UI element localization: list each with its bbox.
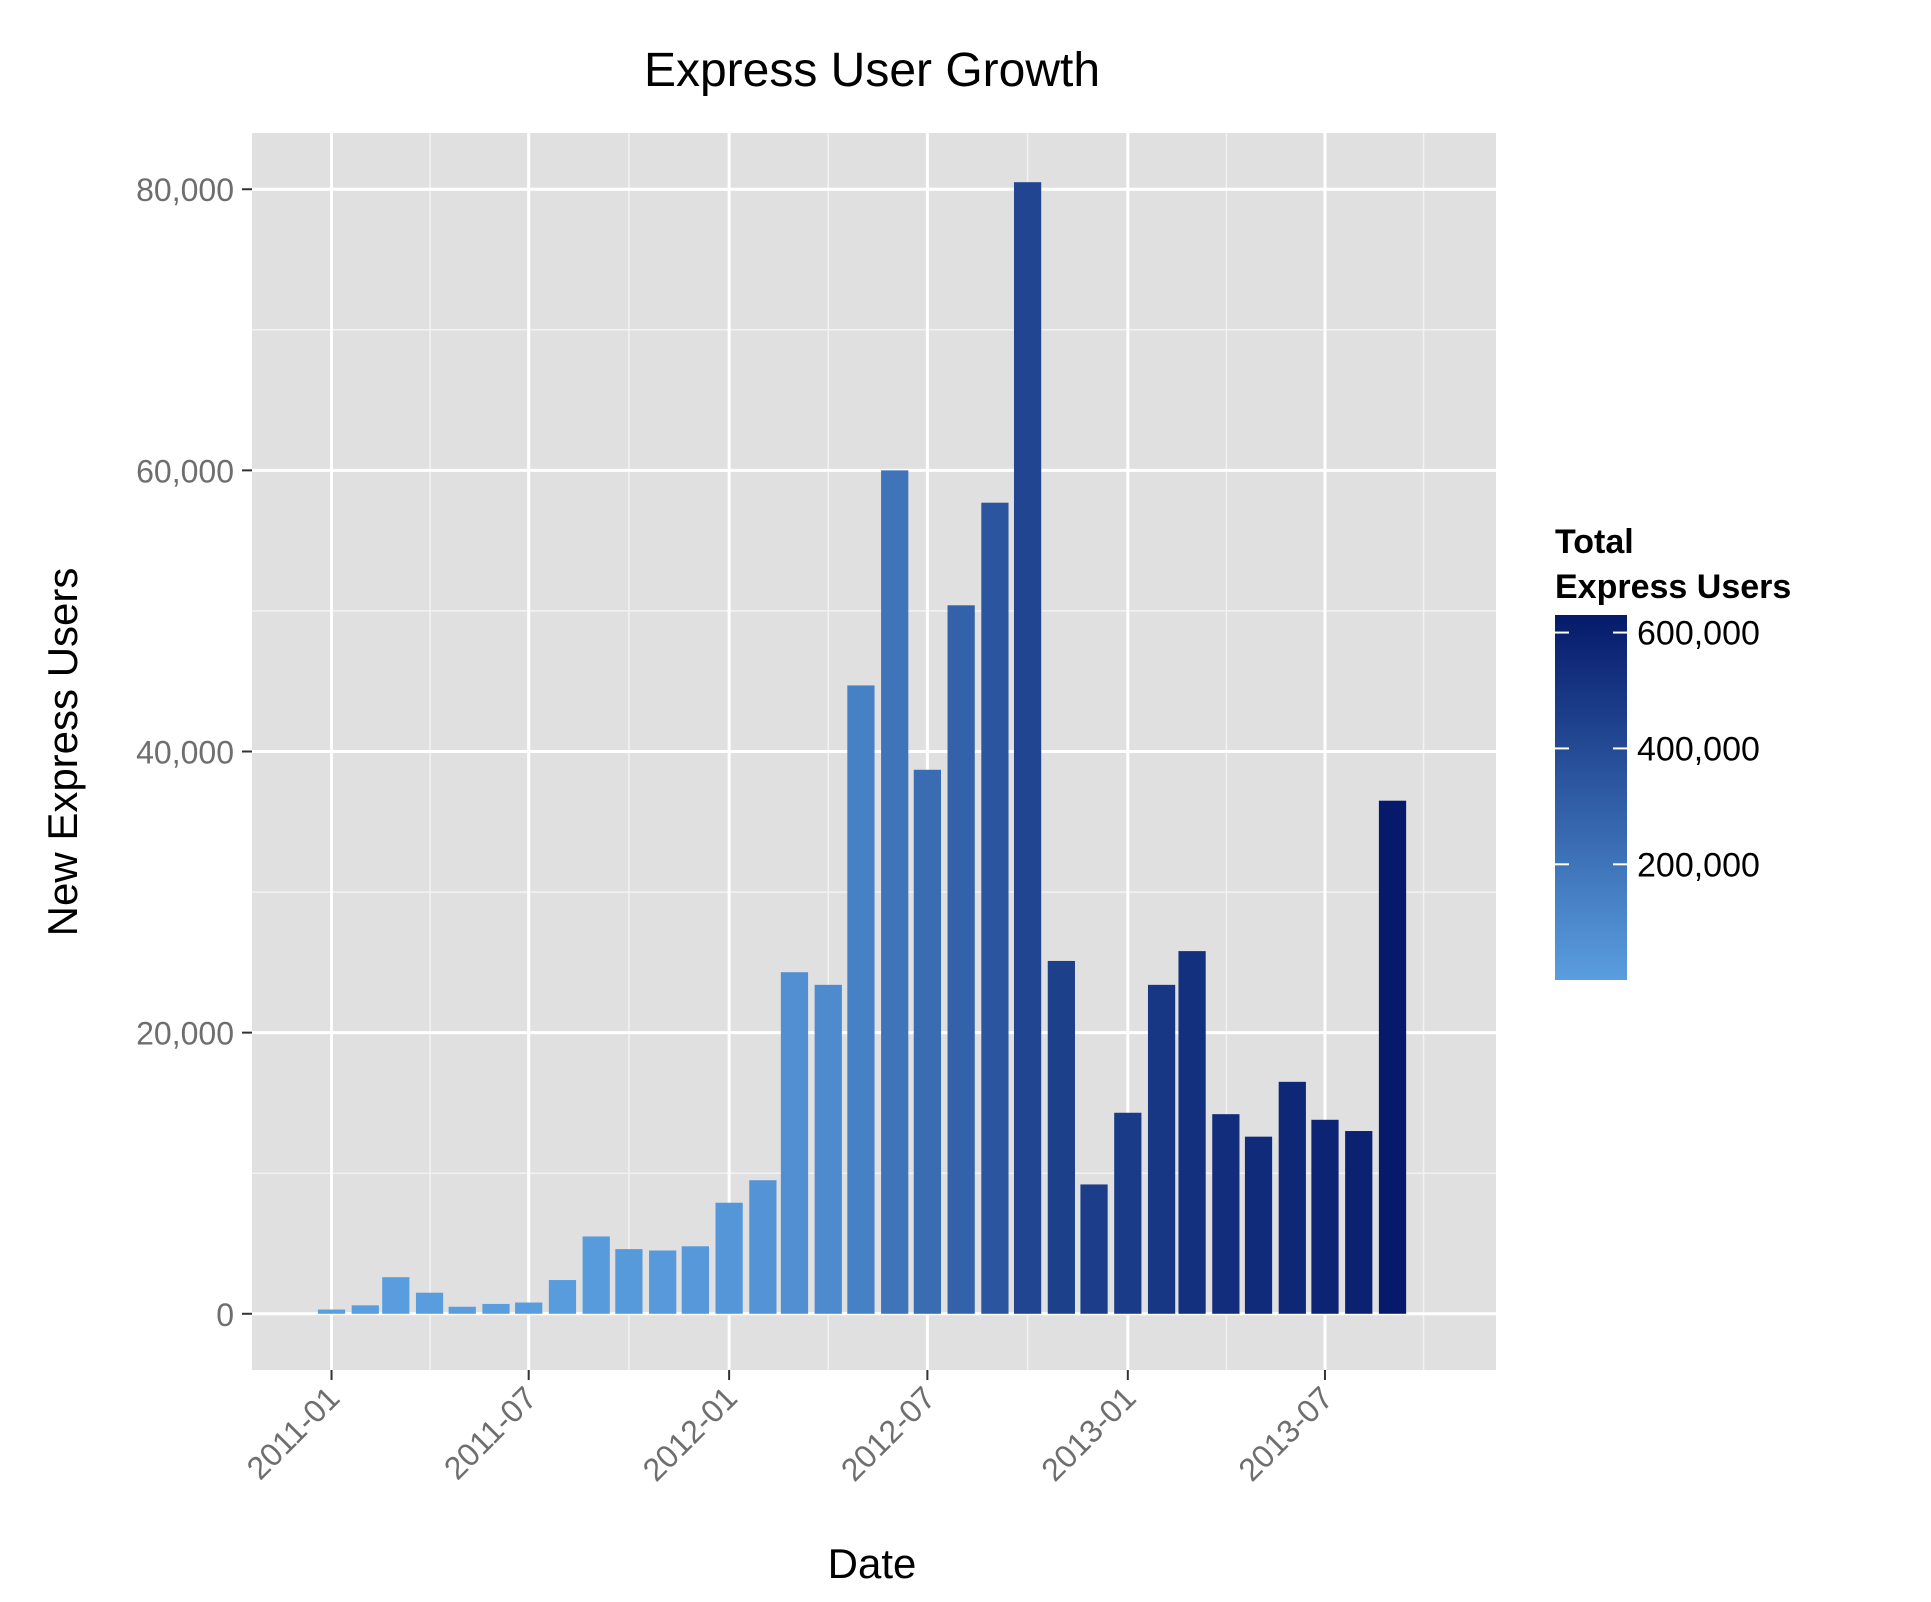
y-tick-label: 20,000 [136, 1016, 234, 1052]
legend-title-line-1: Total [1555, 523, 1634, 561]
x-tick-label: 2013-01 [1034, 1379, 1142, 1487]
legend-ticks: 200,000 400,000 600,000 [1555, 615, 1760, 884]
x-tick-label: 2011-01 [240, 1379, 347, 1486]
bar-2013-03 [1178, 951, 1206, 1314]
bar-2011-12 [681, 1246, 709, 1314]
y-axis: 0 20,000 40,000 60,000 80,000 [136, 172, 252, 1333]
chart-title: Express User Growth [644, 44, 1100, 97]
bar-2011-05 [448, 1306, 476, 1314]
bar-2011-03 [382, 1277, 410, 1314]
legend-tick-label: 200,000 [1637, 846, 1760, 884]
x-axis: 2011-01 2011-07 2012-01 2012-07 2013-01 2013-… [240, 1370, 1340, 1488]
bar-2013-07 [1311, 1119, 1339, 1314]
bar-2012-04 [814, 984, 842, 1314]
bar-2011-01 [317, 1309, 346, 1314]
bar-2011-06 [482, 1303, 510, 1314]
bar-2012-06 [881, 470, 909, 1314]
bar-2012-12 [1080, 1184, 1108, 1314]
bar-2011-07 [515, 1302, 543, 1314]
bar-2013-08 [1345, 1131, 1373, 1314]
legend-colorbar [1555, 615, 1627, 980]
bar-2013-01 [1114, 1112, 1142, 1314]
y-tick-label: 40,000 [136, 735, 234, 771]
legend-tick-label: 400,000 [1637, 730, 1760, 768]
x-tick-label: 2011-07 [437, 1379, 544, 1486]
bar-2012-07 [913, 769, 941, 1314]
bar-2011-08 [548, 1280, 577, 1314]
x-axis-label: Date [828, 1540, 917, 1587]
x-tick-label: 2012-07 [834, 1379, 942, 1487]
bar-2013-02 [1147, 984, 1176, 1314]
y-axis-label: New Express Users [39, 568, 86, 937]
bars [317, 182, 1407, 1314]
bar-2011-11 [649, 1250, 677, 1314]
y-tick-label: 80,000 [136, 172, 234, 208]
bar-2012-09 [981, 502, 1009, 1314]
legend-tick-label: 600,000 [1637, 615, 1760, 653]
legend-title-line-2: Express Users [1555, 568, 1791, 606]
bar-2013-04 [1212, 1114, 1240, 1314]
bar-2013-09 [1378, 800, 1407, 1314]
x-tick-label: 2012-01 [636, 1379, 744, 1487]
color-legend: Total Express Users 200,000 400,000 600,00… [1555, 523, 1791, 980]
bar-2012-05 [847, 685, 875, 1314]
bar-2011-10 [615, 1249, 643, 1314]
bar-2013-06 [1278, 1081, 1306, 1314]
bar-2012-11 [1047, 960, 1075, 1314]
x-tick-label: 2013-07 [1231, 1379, 1339, 1487]
bar-2012-08 [947, 605, 975, 1314]
y-tick-label: 60,000 [136, 453, 234, 489]
bar-2011-09 [582, 1236, 610, 1314]
bar-2011-02 [351, 1305, 379, 1314]
bar-2012-02 [749, 1180, 777, 1314]
bar-2011-04 [415, 1292, 444, 1314]
bar-2012-03 [780, 972, 809, 1314]
bar-2013-05 [1244, 1136, 1273, 1314]
bar-2012-01 [715, 1202, 743, 1314]
y-tick-label: 0 [216, 1297, 234, 1333]
bar-2012-10 [1013, 182, 1042, 1314]
